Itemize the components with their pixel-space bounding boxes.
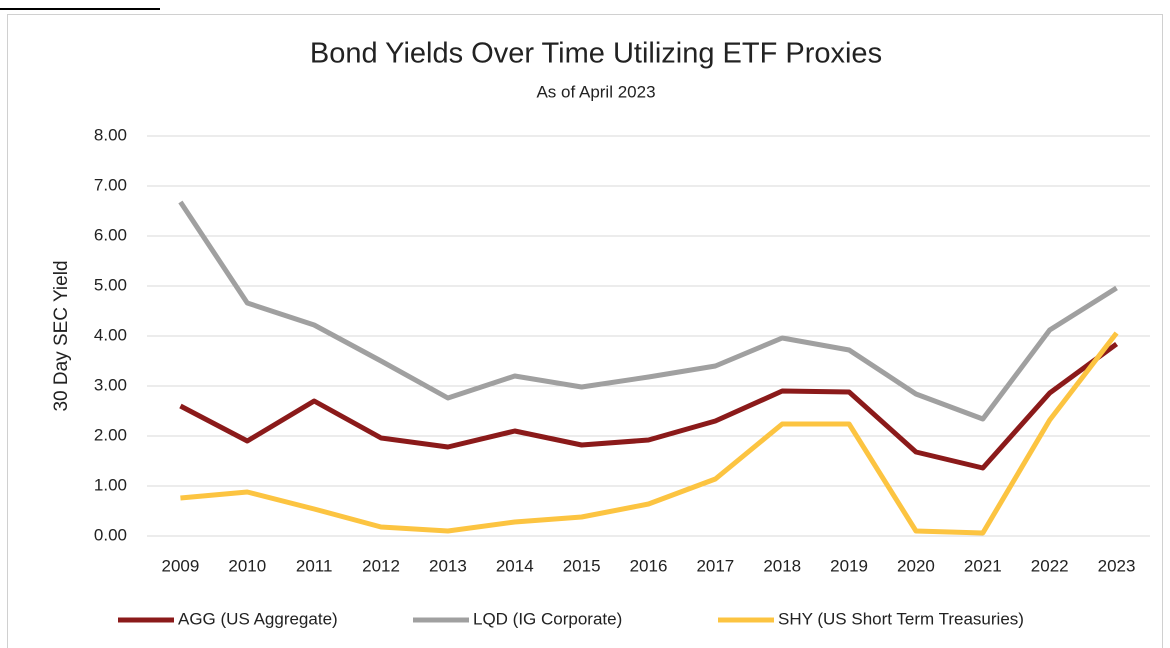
series-line	[178, 200, 1118, 422]
x-tick-label: 2016	[630, 556, 668, 575]
x-tick-label: 2013	[429, 556, 467, 575]
x-tick-label: 2014	[496, 556, 534, 575]
legend-label: LQD (IG Corporate)	[473, 609, 622, 628]
chart-subtitle: As of April 2023	[536, 82, 655, 101]
y-tick-label: 2.00	[94, 425, 127, 444]
chart-frame	[7, 14, 1163, 648]
x-tick-label: 2022	[1031, 556, 1069, 575]
x-tick-label: 2009	[162, 556, 200, 575]
series-line	[179, 341, 1119, 471]
y-tick-label: 7.00	[94, 175, 127, 194]
y-tick-label: 8.00	[94, 125, 127, 144]
x-tick-label: 2012	[362, 556, 400, 575]
legend-label: AGG (US Aggregate)	[178, 609, 338, 628]
x-tick-label: 2021	[964, 556, 1002, 575]
chart-title: Bond Yields Over Time Utilizing ETF Prox…	[310, 38, 882, 70]
y-tick-label: 1.00	[94, 475, 127, 494]
x-tick-label: 2023	[1098, 556, 1136, 575]
x-tick-label: 2018	[763, 556, 801, 575]
y-tick-label: 3.00	[94, 375, 127, 394]
y-tick-label: 5.00	[94, 275, 127, 294]
x-tick-label: 2020	[897, 556, 935, 575]
x-tick-label: 2019	[830, 556, 868, 575]
x-tick-label: 2017	[696, 556, 734, 575]
legend-label: SHY (US Short Term Treasuries)	[778, 609, 1024, 628]
y-tick-label: 6.00	[94, 225, 127, 244]
y-axis-label: 30 Day SEC Yield	[51, 260, 72, 411]
y-tick-label: 4.00	[94, 325, 127, 344]
x-tick-label: 2010	[228, 556, 266, 575]
series-line	[180, 331, 1119, 536]
x-tick-label: 2015	[563, 556, 601, 575]
x-tick-label: 2011	[296, 556, 333, 575]
y-tick-label: 0.00	[94, 525, 127, 544]
